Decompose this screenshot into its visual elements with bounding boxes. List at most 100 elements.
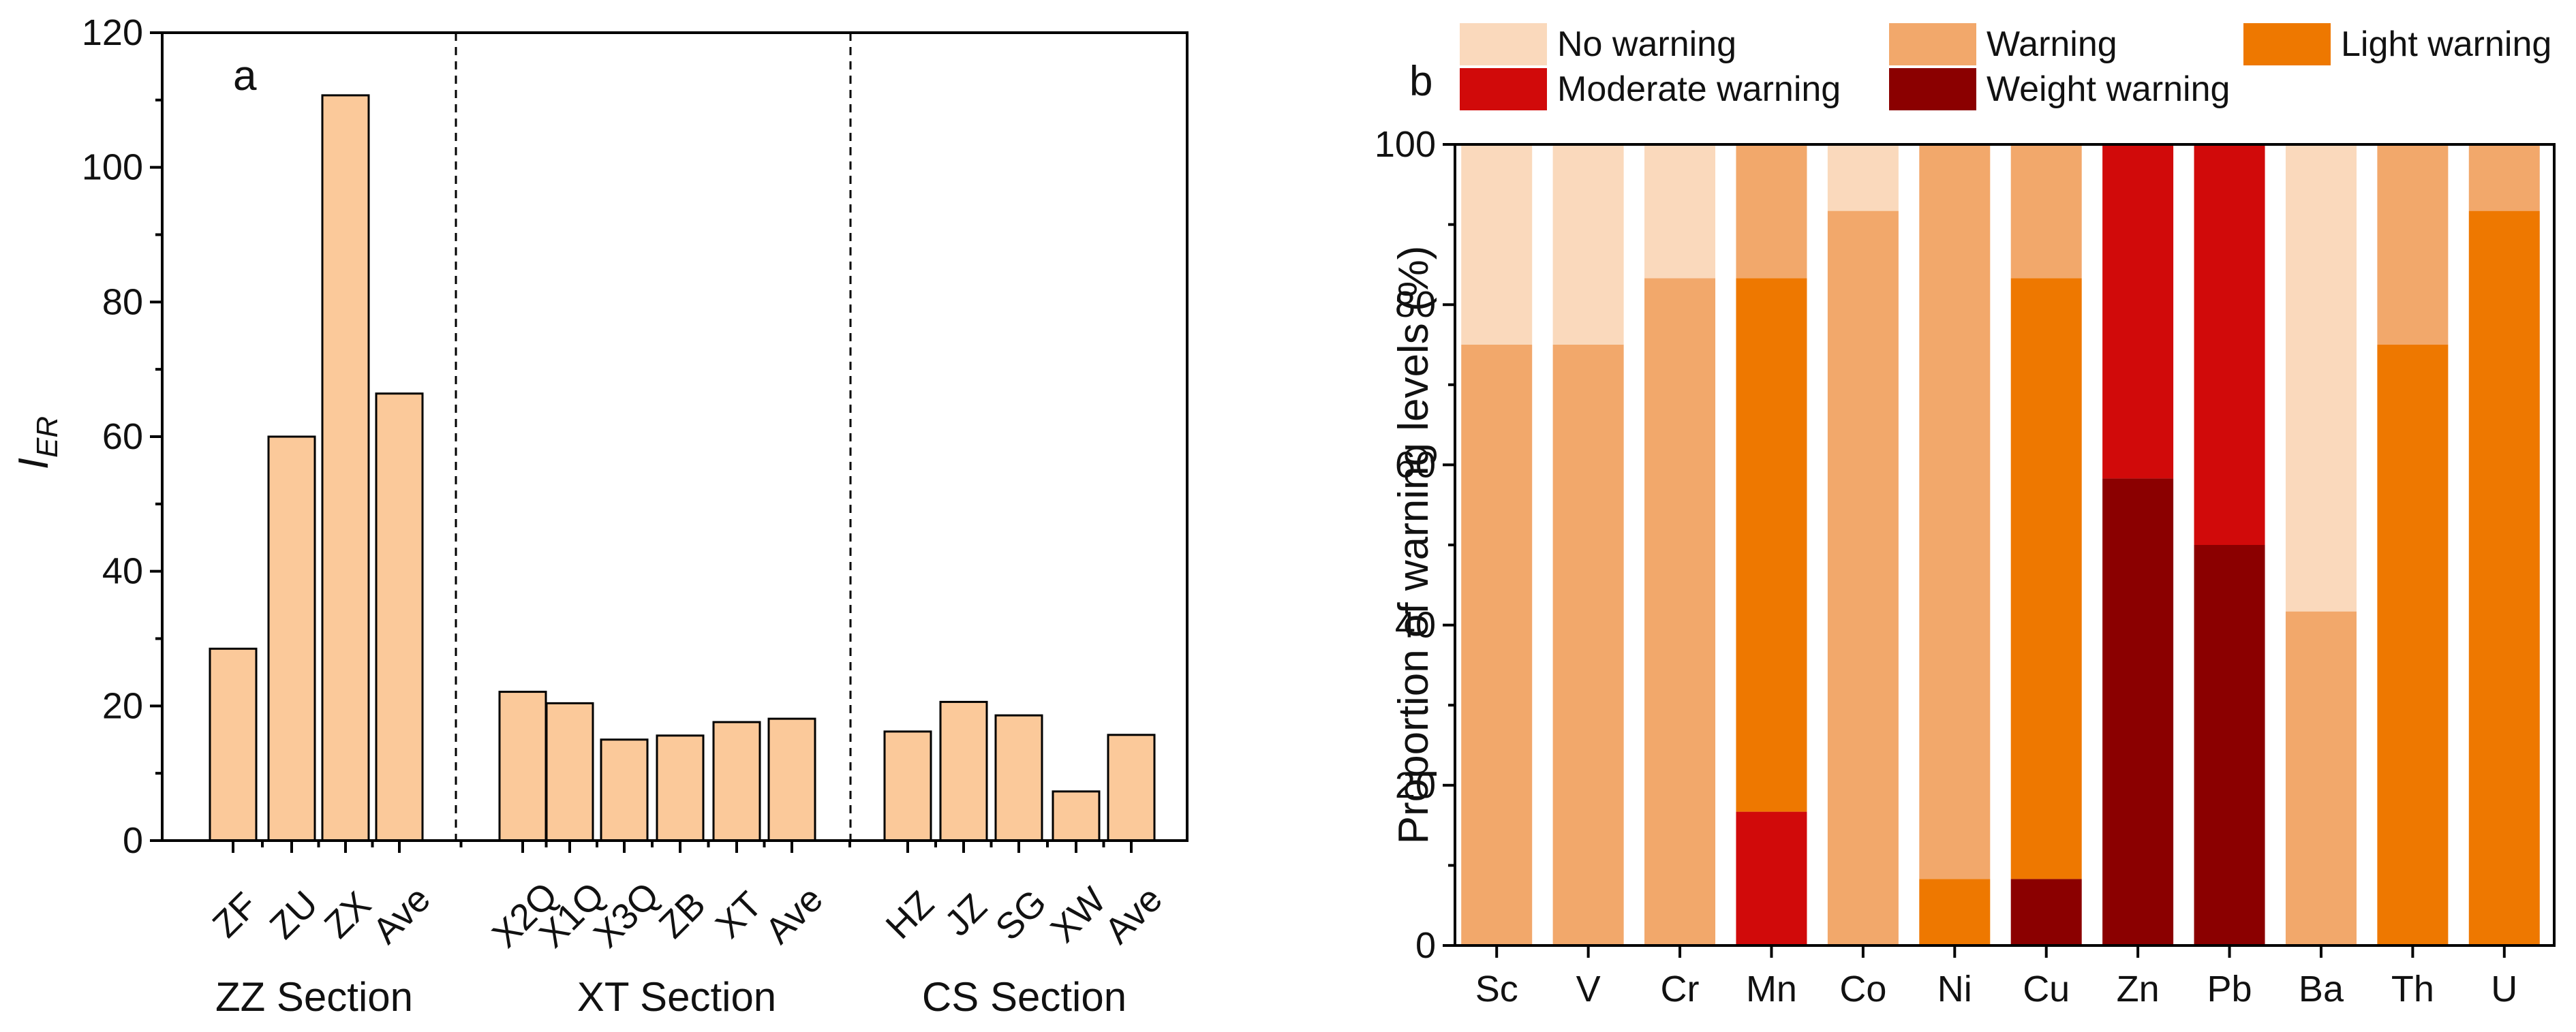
panel-b-x-tick-label: V [1576, 969, 1601, 1010]
panel-b-bar-segment [1827, 210, 1899, 945]
panel-b-bar-segment [2102, 478, 2174, 945]
panel-b-x-tick-label: Cu [2023, 969, 2070, 1010]
panel-a-label: a [233, 52, 257, 99]
panel-b-bar-segment [1644, 278, 1716, 946]
panel-a-x-tick-label: XW [1043, 879, 1114, 950]
panel-a-bar [883, 730, 932, 842]
panel-a-bar [545, 702, 594, 842]
panel-b-bar-segment [2010, 144, 2082, 279]
panel-b-y-tick-label: 100 [1375, 124, 1436, 165]
panel-a-bar [656, 734, 705, 842]
panel-a-y-axis-title: IER [10, 416, 64, 469]
panel-b-legend-label: Light warning [2341, 25, 2551, 64]
panel-b-y-tick-label: 40 [1395, 605, 1436, 646]
panel-a-bar [375, 392, 424, 842]
panel-b-x-tick-label: Cr [1661, 969, 1700, 1010]
panel-b-y-tick-label: 0 [1415, 925, 1436, 966]
panel-a-y-tick-label: 120 [82, 12, 143, 53]
panel-b-x-tick-label: Ni [1937, 969, 1972, 1010]
panel-a-bar [321, 94, 370, 842]
panel-b-bar-segment [1736, 144, 1807, 279]
panel-a-y-tick-label: 0 [123, 820, 143, 861]
panel-a-x-tick-label: Ave [758, 879, 831, 952]
panel-a-y-tick-label: 80 [102, 281, 143, 322]
panel-b-bar-segment [1461, 345, 1533, 945]
panel-b-x-tick-labels: Sc V Cr Mn Co Ni Cu Zn Pb Ba Th U [1475, 969, 2518, 1010]
panel-b-bar-segment [1644, 144, 1716, 279]
panel-b-y-tick-label: 60 [1395, 444, 1436, 485]
panel-a-y-tick-label: 20 [102, 685, 143, 726]
panel-b-bar-segment [2194, 144, 2265, 545]
panel-b-y-axis-title: Proportion of warning levels (%) [1390, 246, 1437, 845]
panel-b-legend-label: No warning [1557, 25, 1736, 64]
panel-a-x-tick-label: ZB [651, 884, 714, 946]
panel-a-x-tick-label: SG [987, 881, 1054, 948]
panel-b-x-tick-label: Mn [1746, 969, 1797, 1010]
panel-a-x-ticks [232, 841, 1133, 853]
panel-b-bar-segment [2285, 611, 2357, 945]
panel-b-x-tick-label: Sc [1475, 969, 1518, 1010]
panel-b-label: b [1409, 58, 1432, 105]
panel-b-legend-swatch [1460, 23, 1547, 65]
panel-a-x-tick-label: ZX [317, 884, 379, 946]
panel-b-bar-segment [1919, 879, 1991, 945]
panel-a-bar [994, 714, 1043, 842]
panel-b-bar-segment [2194, 545, 2265, 945]
panel-b-bar-segment [1736, 278, 1807, 812]
panel-a-x-tick-label: HZ [878, 884, 942, 947]
panel-b-legend-swatch [1889, 23, 1976, 65]
panel-a-x-tick-label: ZF [205, 885, 266, 945]
panel-b-x-tick-label: Th [2391, 969, 2434, 1010]
panel-a-x-tick-label: JZ [937, 886, 995, 944]
panel-b-bar-segment [2010, 278, 2082, 879]
panel-b-x-ticks [1495, 945, 2506, 958]
panel-b-chart: 0 20 40 60 80 100 Sc V Cr Mn Co Ni Cu Zn Pb Ba Th U No w… [1375, 23, 2556, 1010]
panel-b-bar-segment [2285, 144, 2357, 612]
panel-b-x-tick-label: Co [1839, 969, 1886, 1010]
panel-b-legend: No warning Warning Light warning Moderate w… [1460, 23, 2551, 110]
panel-b-bar-segment [1552, 345, 1624, 945]
panel-b-bar-segment [2377, 144, 2449, 345]
panel-a-section-labels: ZZ Section XT Section CS Section [215, 974, 1126, 1020]
panel-a-section-label: CS Section [922, 974, 1126, 1020]
panel-a-y-axis-title-subscript: ER [31, 416, 64, 458]
panel-a-y-tick-label: 40 [102, 551, 143, 592]
panel-b-legend-swatch [2243, 23, 2331, 65]
panel-b-y-tick-label: 20 [1395, 765, 1436, 806]
panel-b-x-tick-label: Pb [2207, 969, 2252, 1010]
panel-a-y-ticks: 0 20 40 60 80 100 120 [82, 12, 162, 861]
panel-b-bar-segment [2468, 144, 2540, 211]
panel-a-x-tick-label: Ave [1097, 879, 1171, 952]
panel-a-bar [267, 435, 316, 842]
panel-a-y-tick-label: 60 [102, 416, 143, 457]
panel-a-y-axis-title-main: I [10, 458, 57, 469]
panel-b-bar-segment [2468, 210, 2540, 945]
panel-b-bar-segment [1736, 811, 1807, 945]
panel-a-bar [939, 700, 988, 842]
panel-b-y-ticks: 0 20 40 60 80 100 [1375, 124, 1455, 966]
panel-a-bar [767, 717, 816, 842]
panel-b-legend-label: Weight warning [1987, 69, 2230, 109]
panel-a-bar [209, 647, 258, 842]
panel-a-section-dividers [455, 33, 852, 841]
panel-b-bar-segment [1552, 144, 1624, 345]
panel-b-stacked-bars [1461, 144, 2540, 946]
panel-b-legend-label: Moderate warning [1557, 69, 1841, 109]
panel-b-x-tick-label: Zn [2117, 969, 2160, 1010]
panel-a-x-tick-label: Ave [365, 879, 439, 952]
panel-a-section-label: ZZ Section [215, 974, 413, 1020]
panel-b-bar-segment [2010, 879, 2082, 945]
panel-a-bars [209, 94, 1156, 842]
panel-a-x-tick-label: ZU [262, 884, 326, 947]
panel-a-x-tick-label: XT [708, 884, 770, 946]
panel-b-bar-segment [2377, 345, 2449, 945]
panel-a-bar [712, 721, 761, 842]
panel-b-bar-segment [1461, 144, 1533, 345]
panel-a-bar [600, 738, 649, 842]
panel-b-y-tick-label: 80 [1395, 284, 1436, 325]
panel-a-bar [1052, 790, 1101, 842]
